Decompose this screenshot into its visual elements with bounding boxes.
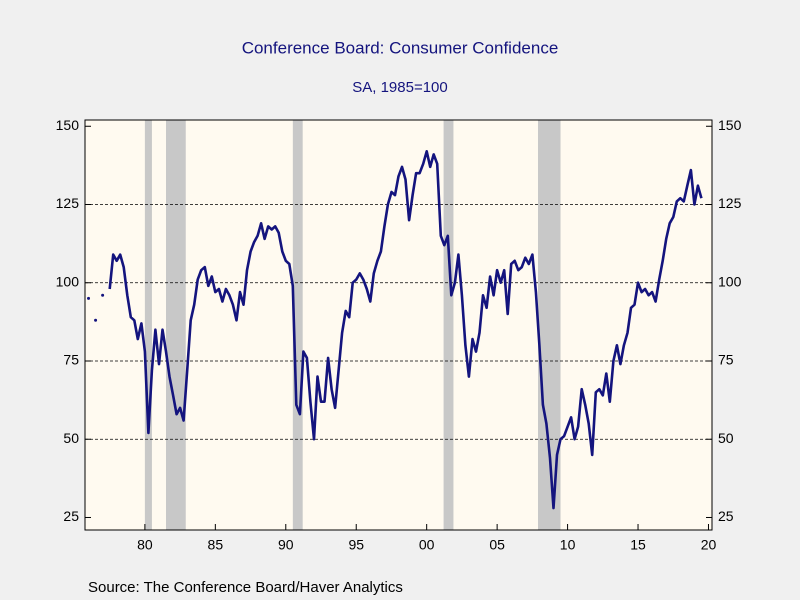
recession-band — [292, 120, 303, 530]
x-tick-label: 15 — [630, 537, 646, 553]
plot-frame — [84, 119, 713, 531]
y-tick-label: 50 — [63, 430, 79, 446]
data-point — [94, 318, 98, 322]
y2-tick-label: 25 — [718, 508, 734, 524]
y-tick-label: 100 — [56, 273, 80, 289]
y2-tick-label: 100 — [718, 273, 742, 289]
x-tick-label: 85 — [208, 537, 224, 553]
recession-band — [144, 120, 152, 530]
y2-tick-label: 75 — [718, 352, 734, 368]
y-tick-label: 25 — [63, 508, 79, 524]
x-tick-label: 05 — [489, 537, 505, 553]
y2-tick-label: 50 — [718, 430, 734, 446]
recession-band — [537, 120, 561, 530]
x-tick-label: 10 — [560, 537, 576, 553]
y2-tick-label: 125 — [718, 195, 742, 211]
x-tick-label: 00 — [419, 537, 435, 553]
y2-tick-label: 150 — [718, 117, 742, 133]
data-point — [87, 296, 91, 300]
recession-band — [443, 120, 454, 530]
recession-band — [166, 120, 186, 530]
chart-title: Conference Board: Consumer Confidence — [242, 38, 559, 57]
source-note: Source: The Conference Board/Haver Analy… — [88, 579, 403, 596]
y-tick-label: 150 — [56, 117, 80, 133]
x-tick-label: 95 — [348, 537, 364, 553]
x-tick-label: 20 — [701, 537, 717, 553]
data-point — [101, 293, 105, 297]
chart-subtitle: SA, 1985=100 — [352, 79, 448, 96]
x-tick-label: 90 — [278, 537, 294, 553]
x-tick-label: 80 — [137, 537, 153, 553]
y-tick-label: 75 — [63, 352, 79, 368]
series-line — [108, 150, 703, 510]
y-tick-label: 125 — [56, 195, 80, 211]
